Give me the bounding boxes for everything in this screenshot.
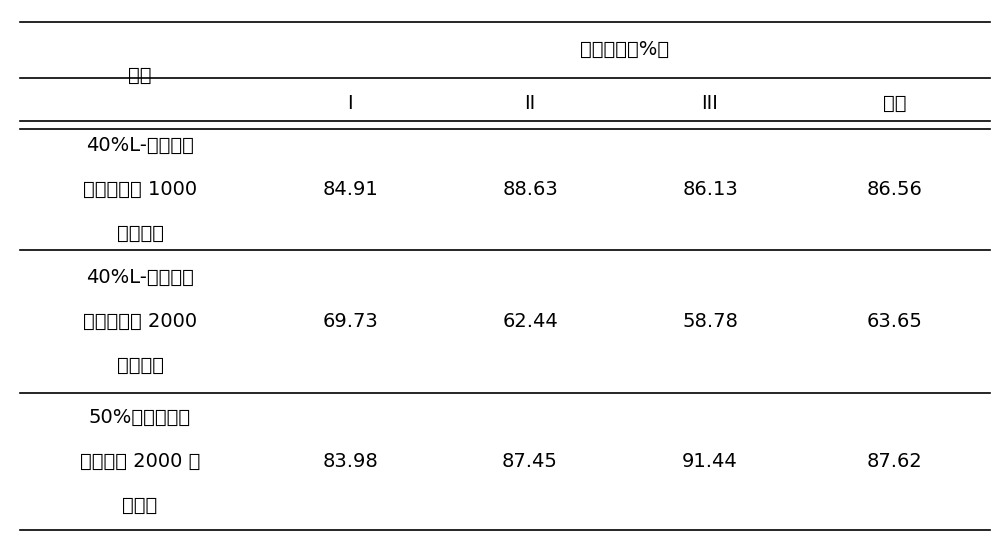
Text: 63.65: 63.65 <box>867 312 923 331</box>
Text: 87.45: 87.45 <box>502 452 558 471</box>
Text: 83.98: 83.98 <box>322 452 378 471</box>
Text: 倍稀释液: 倍稀释液 <box>116 224 164 243</box>
Text: 分散粒剂 2000 倍: 分散粒剂 2000 倍 <box>80 452 200 471</box>
Text: 86.13: 86.13 <box>682 180 738 199</box>
Text: 62.44: 62.44 <box>502 312 558 331</box>
Text: I: I <box>347 94 353 113</box>
Text: III: III <box>702 94 718 113</box>
Text: 91.44: 91.44 <box>682 452 738 471</box>
Text: 40%L-焦谷氨酸: 40%L-焦谷氨酸 <box>86 136 194 155</box>
Text: 86.56: 86.56 <box>867 180 923 199</box>
Text: 稀释液: 稀释液 <box>122 496 158 515</box>
Text: 88.63: 88.63 <box>502 180 558 199</box>
Text: 可溶性粉剂 1000: 可溶性粉剂 1000 <box>83 180 197 199</box>
Text: 处理: 处理 <box>128 66 152 85</box>
Text: 40%L-焦谷氨酸: 40%L-焦谷氨酸 <box>86 268 194 287</box>
Text: 87.62: 87.62 <box>867 452 923 471</box>
Text: 69.73: 69.73 <box>322 312 378 331</box>
Text: 58.78: 58.78 <box>682 312 738 331</box>
Text: 平均: 平均 <box>883 94 907 113</box>
Text: 84.91: 84.91 <box>322 180 378 199</box>
Text: II: II <box>524 94 536 113</box>
Text: 50%烯酰吗啉水: 50%烯酰吗啉水 <box>89 408 191 427</box>
Text: 防治效果（%）: 防治效果（%） <box>580 40 670 59</box>
Text: 倍稀释液: 倍稀释液 <box>116 356 164 375</box>
Text: 可溶性粉剂 2000: 可溶性粉剂 2000 <box>83 312 197 331</box>
